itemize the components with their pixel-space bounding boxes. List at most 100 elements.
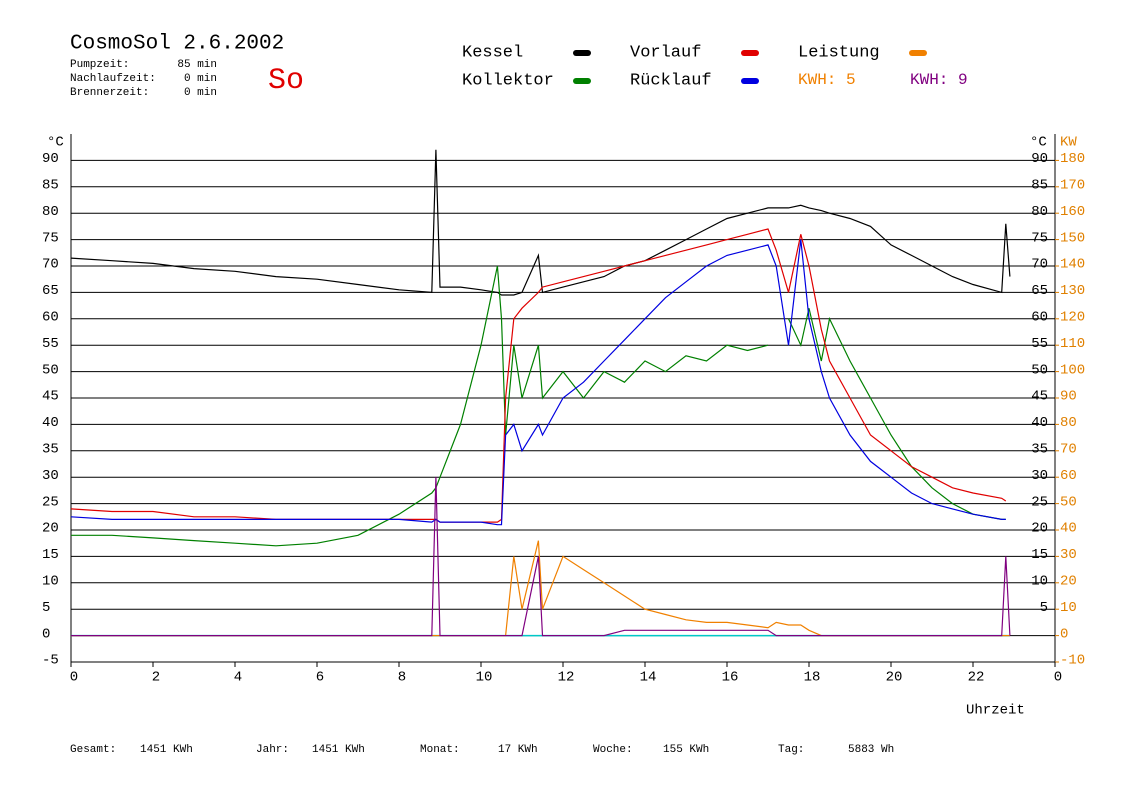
y-right-tick-label: 45: [1031, 389, 1048, 405]
y-right-tick-label: 20: [1031, 521, 1048, 537]
x-tick-label: 12: [558, 670, 575, 686]
y2-tick-label: 160: [1060, 204, 1085, 220]
y-right-tick-label: 40: [1031, 415, 1048, 431]
x-tick-label: 2: [152, 670, 160, 686]
y-tick-label: 50: [42, 362, 59, 378]
y-tick-label: 0: [42, 626, 50, 642]
y2-tick-label: 10: [1060, 600, 1077, 616]
y2-tick-label: 100: [1060, 362, 1085, 378]
y-right-tick-label: 50: [1031, 362, 1048, 378]
footer-value: 17 KWh: [498, 744, 538, 756]
y-tick-label: 90: [42, 151, 59, 167]
y-tick-label: 35: [42, 442, 59, 458]
legend-label: Kollektor: [462, 71, 554, 90]
footer-label: Jahr:: [256, 744, 289, 756]
y-axis-label: °C: [47, 135, 64, 151]
y-tick-label: -5: [42, 653, 59, 669]
y-tick-label: 10: [42, 574, 59, 590]
series-line: [70, 228, 1007, 523]
status-label: Pumpzeit:: [70, 59, 129, 71]
annotation: KWH: 9: [910, 71, 968, 89]
footer-value: 1451 KWh: [140, 744, 193, 756]
y-right-tick-label: 85: [1031, 178, 1048, 194]
y-tick-label: 20: [42, 521, 59, 537]
y2-tick-label: 60: [1060, 468, 1077, 484]
y2-tick-label: 110: [1060, 336, 1085, 352]
y-right-tick-label: 30: [1031, 468, 1048, 484]
series-line: [70, 239, 1006, 526]
y-right-tick-label: 90: [1031, 151, 1048, 167]
y-tick-label: 75: [42, 230, 59, 246]
y-right-tick-label: 70: [1031, 257, 1048, 273]
y-tick-label: 65: [42, 283, 59, 299]
y-tick-label: 15: [42, 547, 59, 563]
y2-tick-label: 120: [1060, 310, 1085, 326]
y2-tick-label: 140: [1060, 257, 1085, 273]
x-tick-label: 0: [1054, 670, 1062, 686]
y-right-tick-label: 55: [1031, 336, 1048, 352]
footer-value: 155 KWh: [663, 744, 709, 756]
y-right-tick-label: 60: [1031, 310, 1048, 326]
y2-tick-label: 170: [1060, 178, 1085, 194]
y2-tick-label: 20: [1060, 574, 1077, 590]
status-value: 85 min: [177, 59, 217, 71]
series-line: [71, 477, 1011, 637]
y2-tick-label: 90: [1060, 389, 1077, 405]
x-tick-label: 16: [722, 670, 739, 686]
y-right-tick-label: 35: [1031, 442, 1048, 458]
y-right-tick-label: 15: [1031, 547, 1048, 563]
y2-tick-label: 50: [1060, 494, 1077, 510]
x-tick-label: 10: [476, 670, 493, 686]
footer-label: Monat:: [420, 744, 460, 756]
y-tick-label: 80: [42, 204, 59, 220]
y-tick-label: 55: [42, 336, 59, 352]
x-tick-label: 18: [804, 670, 821, 686]
footer-label: Tag:: [778, 744, 804, 756]
status-label: Brennerzeit:: [70, 87, 149, 99]
day-label: So: [268, 64, 304, 98]
footer-value: 1451 KWh: [312, 744, 365, 756]
y-tick-label: 5: [42, 600, 50, 616]
x-axis-label: Uhrzeit: [966, 703, 1025, 719]
legend-label: Rücklauf: [630, 71, 712, 90]
x-tick-label: 8: [398, 670, 406, 686]
chart-title: CosmoSol 2.6.2002: [70, 33, 284, 56]
status-value: 0 min: [184, 73, 217, 85]
y2-tick-label: 180: [1060, 151, 1085, 167]
y2-tick-label: 40: [1060, 521, 1077, 537]
x-tick-label: 4: [234, 670, 242, 686]
y-right-tick-label: 25: [1031, 494, 1048, 510]
y-tick-label: 45: [42, 389, 59, 405]
x-tick-label: 20: [886, 670, 903, 686]
footer-label: Gesamt:: [70, 744, 116, 756]
x-tick-label: 0: [70, 670, 78, 686]
x-tick-label: 6: [316, 670, 324, 686]
y-tick-label: 70: [42, 257, 59, 273]
y-right-tick-label: 65: [1031, 283, 1048, 299]
x-tick-label: 14: [640, 670, 657, 686]
y2-tick-label: 70: [1060, 442, 1077, 458]
series-line: [70, 149, 1011, 296]
y-tick-label: 25: [42, 494, 59, 510]
y-right-tick-label: 5: [1040, 600, 1048, 616]
y-right-tick-label: 75: [1031, 230, 1048, 246]
y2-tick-label: -10: [1060, 653, 1085, 669]
series-line: [71, 265, 1006, 547]
y-tick-label: 30: [42, 468, 59, 484]
y-right-tick-label: 10: [1031, 574, 1048, 590]
legend-label: Vorlauf: [630, 43, 701, 62]
y-tick-label: 60: [42, 310, 59, 326]
y-right-tick-label: 80: [1031, 204, 1048, 220]
y2-tick-label: 150: [1060, 230, 1085, 246]
y-tick-label: 85: [42, 178, 59, 194]
x-tick-label: 22: [968, 670, 985, 686]
status-label: Nachlaufzeit:: [70, 73, 156, 85]
annotation: KWH: 5: [798, 71, 856, 89]
y-tick-label: 40: [42, 415, 59, 431]
y2-unit-label: °C: [1030, 135, 1047, 151]
status-value: 0 min: [184, 87, 217, 99]
footer-label: Woche:: [593, 744, 633, 756]
footer-value: 5883 Wh: [848, 744, 894, 756]
y2-tick-label: 30: [1060, 547, 1077, 563]
